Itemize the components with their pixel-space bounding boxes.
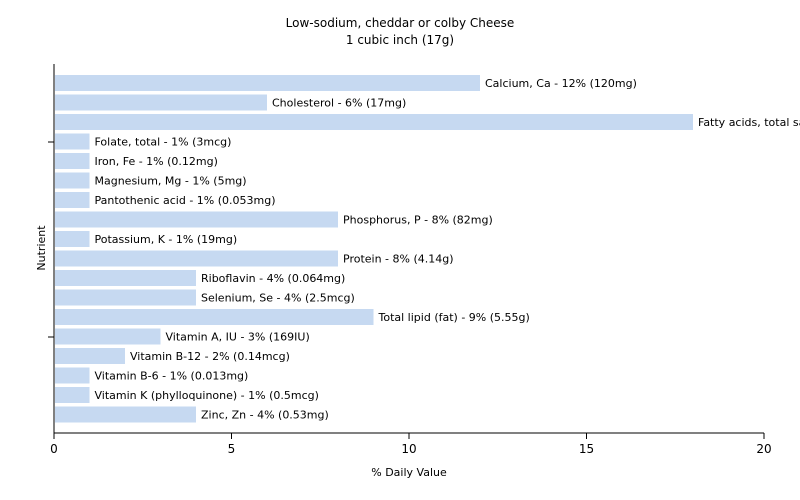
bar [55, 367, 90, 384]
y-axis-label: Nutrient [35, 225, 48, 271]
bar [55, 289, 196, 306]
bar [55, 211, 338, 228]
x-ticks-group: 0 5 10 15 20 [50, 433, 772, 456]
bar-data-label: Folate, total - 1% (3mcg) [95, 136, 232, 149]
x-tick-label: 20 [756, 442, 771, 456]
bar-data-label: Vitamin B-6 - 1% (0.013mg) [95, 370, 249, 383]
bar [55, 231, 90, 247]
bar [55, 250, 338, 267]
bar [55, 133, 90, 150]
bar [55, 114, 693, 130]
bar [55, 75, 480, 91]
bar-labels-group: Calcium, Ca - 12% (120mg) Cholesterol - 6… [95, 77, 800, 422]
bar-data-label: Iron, Fe - 1% (0.12mg) [95, 155, 218, 168]
bar [55, 387, 90, 403]
bar [55, 172, 90, 189]
bar [55, 328, 161, 345]
bars-group [55, 75, 693, 423]
bar [55, 406, 196, 423]
bar-data-label: Cholesterol - 6% (17mg) [272, 97, 406, 110]
bar-data-label: Selenium, Se - 4% (2.5mcg) [201, 292, 355, 305]
bar-data-label: Vitamin A, IU - 3% (169IU) [166, 331, 310, 344]
bar-data-label: Calcium, Ca - 12% (120mg) [485, 77, 637, 90]
chart-subtitle: 1 cubic inch (17g) [346, 33, 454, 47]
bar-data-label: Fatty acids, total saturated - 18% (3.53… [698, 116, 800, 129]
bar-data-label: Zinc, Zn - 4% (0.53mg) [201, 409, 329, 422]
bar-data-label: Riboflavin - 4% (0.064mg) [201, 272, 345, 285]
bar [55, 192, 90, 208]
chart-title: Low-sodium, cheddar or colby Cheese [286, 16, 515, 30]
bar-data-label: Protein - 8% (4.14g) [343, 253, 454, 266]
bar-data-label: Magnesium, Mg - 1% (5mg) [95, 175, 247, 188]
bar [55, 348, 125, 364]
bar-data-label: Total lipid (fat) - 9% (5.55g) [378, 311, 530, 324]
bar-data-label: Vitamin K (phylloquinone) - 1% (0.5mcg) [95, 389, 319, 402]
x-axis-label: % Daily Value [371, 466, 447, 479]
bar [55, 94, 267, 111]
bar [55, 270, 196, 286]
x-tick-label: 5 [228, 442, 236, 456]
bar-data-label: Potassium, K - 1% (19mg) [95, 233, 238, 246]
x-tick-label: 10 [401, 442, 416, 456]
bar-data-label: Phosphorus, P - 8% (82mg) [343, 214, 493, 227]
bar-data-label: Pantothenic acid - 1% (0.053mg) [95, 194, 276, 207]
bar [55, 153, 90, 169]
bar-data-label: Vitamin B-12 - 2% (0.14mcg) [130, 350, 290, 363]
x-tick-label: 0 [50, 442, 58, 456]
bar [55, 309, 374, 325]
x-tick-label: 15 [579, 442, 594, 456]
